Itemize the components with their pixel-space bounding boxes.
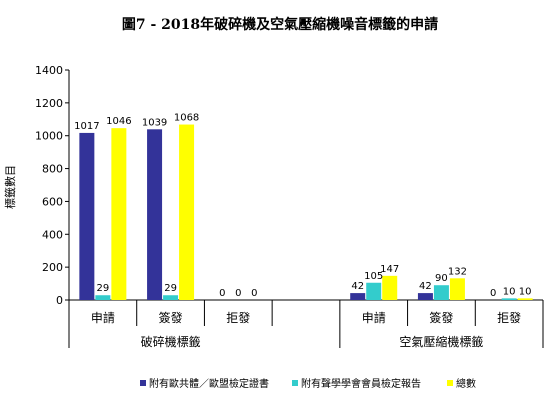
legend: 附有歐共體／歐盟檢定證書 附有聲學學會會員檢定報告 總數 xyxy=(140,377,476,390)
y-tick-label: 200 xyxy=(42,261,63,274)
y-tick-label: 1400 xyxy=(35,64,63,77)
y-tick-label: 1000 xyxy=(35,130,63,143)
chart-title: 圖7 - 2018年破碎機及空氣壓縮機噪音標籤的申請 xyxy=(122,16,438,33)
bar xyxy=(79,132,95,300)
data-label: 1046 xyxy=(106,116,131,127)
bar xyxy=(382,275,398,300)
data-label: 42 xyxy=(419,281,432,292)
data-label: 105 xyxy=(364,271,383,282)
y-tick-label: 600 xyxy=(42,195,63,208)
data-label: 132 xyxy=(448,266,467,277)
data-label: 147 xyxy=(380,264,399,275)
y-tick-label: 400 xyxy=(42,228,63,241)
bar xyxy=(501,298,517,300)
data-label: 0 xyxy=(219,288,225,299)
bar xyxy=(350,293,366,300)
bars xyxy=(79,124,533,301)
y-tick-label: 800 xyxy=(42,163,63,176)
legend-swatch xyxy=(140,380,146,386)
data-label: 10 xyxy=(519,286,532,297)
bar xyxy=(95,295,111,300)
x-category-label: 簽發 xyxy=(159,310,183,325)
bar xyxy=(111,128,127,300)
x-category-label: 拒發 xyxy=(497,310,521,325)
legend-label: 附有歐共體／歐盟檢定證書 xyxy=(149,377,269,390)
x-group-label: 空氣壓縮機標籤 xyxy=(399,334,483,349)
data-label: 90 xyxy=(435,273,448,284)
legend-label: 附有聲學學會會員檢定報告 xyxy=(301,377,421,390)
x-category-label: 簽發 xyxy=(429,310,453,325)
x-group-label: 破碎機標籤 xyxy=(141,334,201,349)
x-category-label: 拒發 xyxy=(226,310,250,325)
y-tick-label: 0 xyxy=(56,294,63,307)
bar xyxy=(417,293,433,300)
data-label: 1068 xyxy=(174,113,199,124)
bar xyxy=(449,278,465,300)
data-label: 1017 xyxy=(74,121,99,132)
bar xyxy=(366,282,382,300)
legend-label: 總數 xyxy=(456,377,476,390)
data-label: 10 xyxy=(503,286,516,297)
bar xyxy=(517,298,533,300)
x-category-label: 申請 xyxy=(362,311,386,325)
legend-swatch xyxy=(292,380,298,386)
x-category-label: 申請 xyxy=(91,311,115,325)
bar xyxy=(147,129,163,300)
bar xyxy=(433,285,449,300)
data-label: 42 xyxy=(351,281,364,292)
data-label: 1039 xyxy=(142,117,167,128)
data-label: 29 xyxy=(96,283,109,294)
y-tick-label: 1200 xyxy=(35,97,63,110)
bar xyxy=(163,295,179,300)
data-label: 29 xyxy=(164,283,177,294)
legend-swatch xyxy=(447,380,453,386)
y-axis-label: 標籤數目 xyxy=(3,165,17,209)
data-label: 0 xyxy=(235,288,241,299)
data-label: 0 xyxy=(490,288,496,299)
data-label: 0 xyxy=(251,288,257,299)
bar xyxy=(179,124,195,301)
